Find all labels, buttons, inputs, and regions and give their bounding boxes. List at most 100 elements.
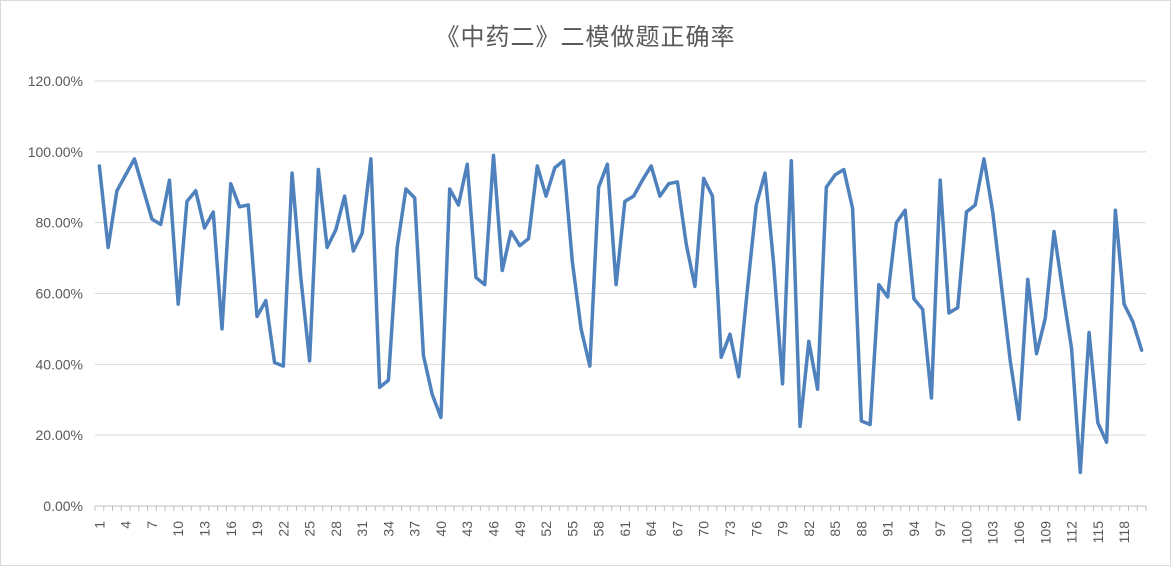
data-point bbox=[859, 419, 863, 423]
data-point bbox=[97, 164, 101, 168]
data-point bbox=[334, 228, 338, 232]
x-tick-label: 61 bbox=[617, 521, 633, 537]
data-point bbox=[456, 203, 460, 207]
data-point bbox=[754, 203, 758, 207]
x-tick-label: 7 bbox=[144, 521, 160, 529]
data-point bbox=[798, 424, 802, 428]
data-point bbox=[378, 385, 382, 389]
data-point bbox=[281, 364, 285, 368]
data-point bbox=[912, 297, 916, 301]
data-point bbox=[185, 199, 189, 203]
y-tick-label: 80.00% bbox=[36, 215, 83, 231]
x-tick-label: 1 bbox=[91, 521, 107, 529]
data-point bbox=[728, 332, 732, 336]
y-tick-label: 100.00% bbox=[28, 144, 83, 160]
data-point bbox=[176, 302, 180, 306]
data-point bbox=[1017, 417, 1021, 421]
data-point bbox=[614, 283, 618, 287]
x-tick-label: 94 bbox=[906, 521, 922, 537]
data-point bbox=[1043, 316, 1047, 320]
x-tick-label: 64 bbox=[643, 521, 659, 537]
data-point bbox=[500, 268, 504, 272]
data-point bbox=[211, 210, 215, 214]
data-point bbox=[964, 210, 968, 214]
data-point bbox=[781, 382, 785, 386]
data-point bbox=[649, 164, 653, 168]
data-point bbox=[229, 182, 233, 186]
x-tick-label: 22 bbox=[275, 521, 291, 537]
data-point bbox=[938, 178, 942, 182]
data-point bbox=[325, 245, 329, 249]
data-point bbox=[1035, 352, 1039, 356]
data-point bbox=[702, 176, 706, 180]
x-tick-label: 91 bbox=[880, 521, 896, 537]
x-tick-label: 19 bbox=[249, 521, 265, 537]
data-point bbox=[719, 355, 723, 359]
data-point bbox=[623, 199, 627, 203]
data-point bbox=[824, 185, 828, 189]
x-tick-label: 82 bbox=[801, 521, 817, 537]
x-tick-label: 67 bbox=[669, 521, 685, 537]
data-point bbox=[448, 187, 452, 191]
x-tick-label: 103 bbox=[985, 521, 1001, 545]
data-point bbox=[1008, 359, 1012, 363]
data-point bbox=[202, 226, 206, 230]
x-tick-label: 13 bbox=[196, 521, 212, 537]
data-point bbox=[667, 182, 671, 186]
data-point bbox=[737, 375, 741, 379]
x-tick-label: 79 bbox=[775, 521, 791, 537]
data-point bbox=[877, 283, 881, 287]
data-point bbox=[947, 311, 951, 315]
data-point bbox=[1061, 290, 1065, 294]
data-point bbox=[956, 306, 960, 310]
data-point bbox=[150, 217, 154, 221]
data-point bbox=[772, 263, 776, 267]
data-point bbox=[886, 295, 890, 299]
data-point bbox=[1078, 470, 1082, 474]
data-point bbox=[1122, 302, 1126, 306]
data-point bbox=[982, 157, 986, 161]
data-point bbox=[710, 194, 714, 198]
data-point bbox=[518, 244, 522, 248]
data-point bbox=[509, 230, 513, 234]
x-tick-label: 109 bbox=[1037, 521, 1053, 545]
chart-title: 《中药二》二模做题正确率 bbox=[435, 23, 736, 51]
data-point bbox=[273, 361, 277, 365]
x-tick-label: 49 bbox=[512, 521, 528, 537]
x-tick-label: 40 bbox=[433, 521, 449, 537]
data-point bbox=[430, 392, 434, 396]
data-point bbox=[395, 245, 399, 249]
data-point bbox=[238, 205, 242, 209]
data-point bbox=[351, 249, 355, 253]
data-point bbox=[868, 423, 872, 427]
data-point bbox=[605, 162, 609, 166]
data-point bbox=[903, 208, 907, 212]
data-point bbox=[1131, 320, 1135, 324]
y-tick-label: 0.00% bbox=[43, 498, 83, 514]
series-line bbox=[97, 153, 1144, 475]
data-point bbox=[115, 189, 119, 193]
data-point bbox=[360, 231, 364, 235]
data-point bbox=[763, 171, 767, 175]
data-point bbox=[369, 157, 373, 161]
data-point bbox=[421, 353, 425, 357]
x-tick-label: 112 bbox=[1064, 521, 1080, 544]
data-point bbox=[999, 284, 1003, 288]
data-point bbox=[807, 339, 811, 343]
data-point bbox=[991, 210, 995, 214]
x-tick-label: 37 bbox=[407, 521, 423, 537]
data-point bbox=[816, 387, 820, 391]
data-point bbox=[386, 378, 390, 382]
x-tick-label: 10 bbox=[170, 521, 186, 537]
data-point bbox=[527, 237, 531, 241]
data-point bbox=[439, 415, 443, 419]
data-point bbox=[851, 207, 855, 210]
data-point bbox=[1140, 348, 1144, 352]
data-point bbox=[588, 364, 592, 368]
data-point bbox=[141, 187, 145, 191]
data-point bbox=[894, 221, 898, 225]
x-tick-label: 16 bbox=[223, 521, 239, 537]
data-point bbox=[167, 178, 171, 182]
data-point bbox=[842, 168, 846, 172]
data-point bbox=[789, 159, 793, 163]
